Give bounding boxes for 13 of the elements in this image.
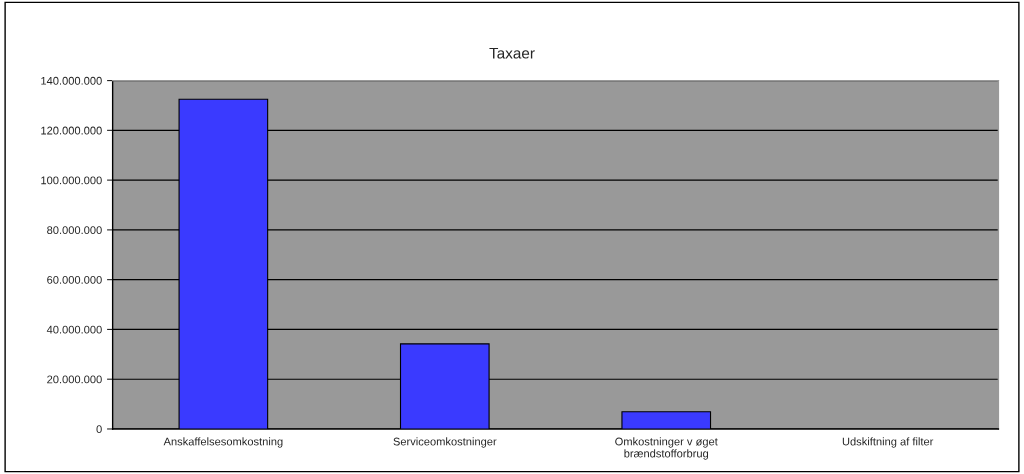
y-tick-label: 140.000.000	[41, 76, 102, 85]
x-tick-label: Anskaffelsesomkostning	[163, 437, 283, 448]
y-tick-label: 80.000.000	[47, 226, 102, 235]
y-tick-label: 60.000.000	[47, 275, 102, 284]
x-tick-label: Serviceomkostninger	[393, 437, 497, 448]
y-tick-label: 0	[96, 425, 102, 434]
chart-title: Taxaer	[489, 47, 535, 59]
y-tick-label: 120.000.000	[41, 126, 102, 135]
y-tick-label: 100.000.000	[41, 176, 102, 185]
y-tick-label: 20.000.000	[47, 375, 102, 384]
x-tick-label: Udskiftning af filter	[842, 437, 934, 448]
x-tick-label: Omkostninger v øget brændstofforbrug	[615, 437, 718, 460]
y-tick-label: 40.000.000	[46, 325, 102, 334]
